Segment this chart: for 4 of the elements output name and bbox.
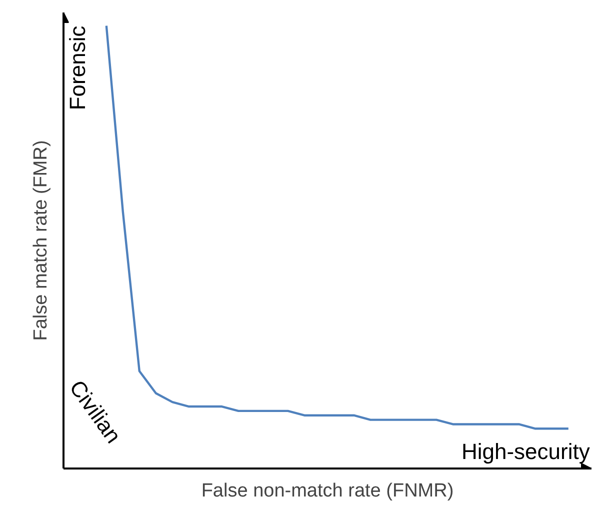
text: Forensic	[65, 26, 90, 110]
y-axis-title: False match rate (FMR)	[30, 140, 52, 341]
x-axis-title: False non-match rate (FNMR)	[201, 480, 454, 502]
annotation: High-security	[461, 439, 590, 464]
